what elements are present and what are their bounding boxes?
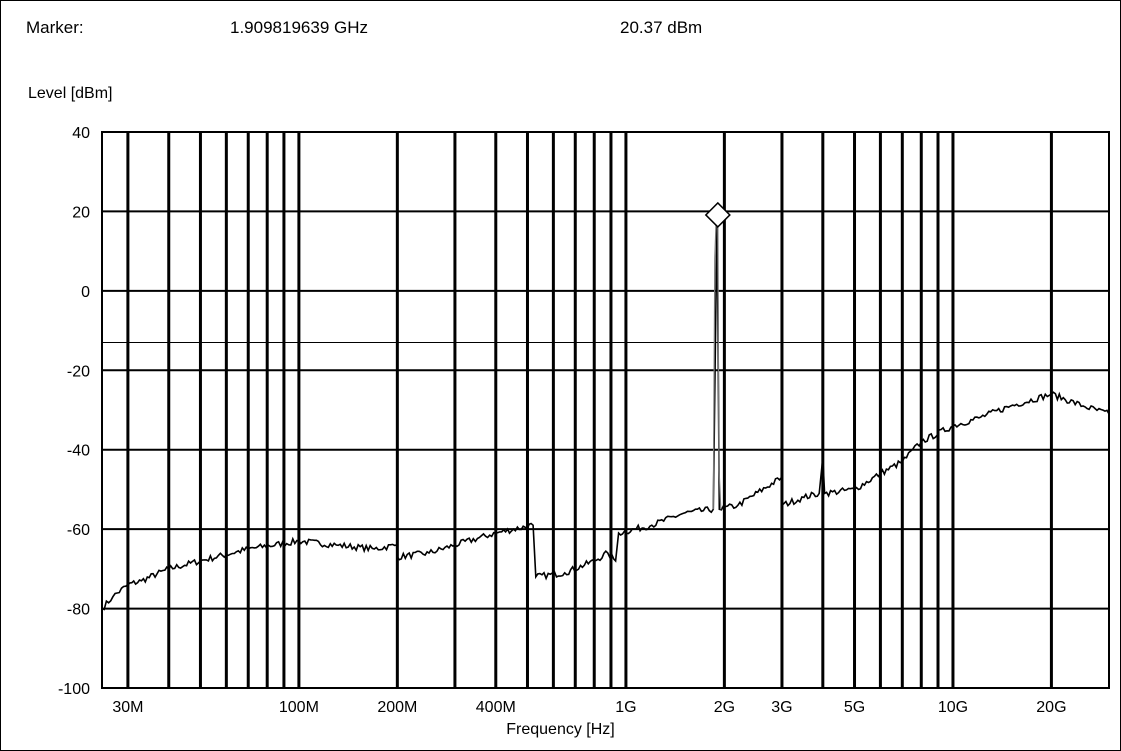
x-tick-label: 5G bbox=[844, 699, 865, 716]
y-tick-label: -60 bbox=[67, 522, 90, 539]
x-tick-label: 2G bbox=[714, 699, 735, 716]
marker-diamond bbox=[704, 201, 731, 229]
y-axis-label: Level [dBm] bbox=[28, 85, 113, 102]
x-axis-label: Frequency [Hz] bbox=[506, 721, 615, 738]
x-tick-label: 20G bbox=[1036, 699, 1066, 716]
x-tick-label: 3G bbox=[771, 699, 792, 716]
marker-frequency: 1.909819639 GHz bbox=[230, 18, 368, 37]
y-tick-label: 20 bbox=[72, 204, 90, 221]
marker-level: 20.37 dBm bbox=[620, 18, 703, 37]
y-tick-label: -20 bbox=[67, 363, 90, 380]
x-tick-label: 30M bbox=[112, 699, 143, 716]
spectrum-trace bbox=[101, 209, 1110, 611]
y-tick-label: 0 bbox=[81, 284, 90, 301]
y-tick-label: -80 bbox=[67, 602, 90, 619]
y-tick-label: -40 bbox=[67, 443, 90, 460]
marker-label: Marker: bbox=[26, 18, 84, 37]
x-tick-label: 200M bbox=[377, 699, 417, 716]
x-tick-label: 1G bbox=[615, 699, 636, 716]
y-tick-label: -100 bbox=[58, 681, 90, 698]
x-tick-label: 10G bbox=[938, 699, 968, 716]
y-tick-label: 40 bbox=[72, 125, 90, 142]
x-tick-label: 100M bbox=[279, 699, 319, 716]
plot-border bbox=[101, 131, 1110, 689]
x-tick-label: 400M bbox=[476, 699, 516, 716]
